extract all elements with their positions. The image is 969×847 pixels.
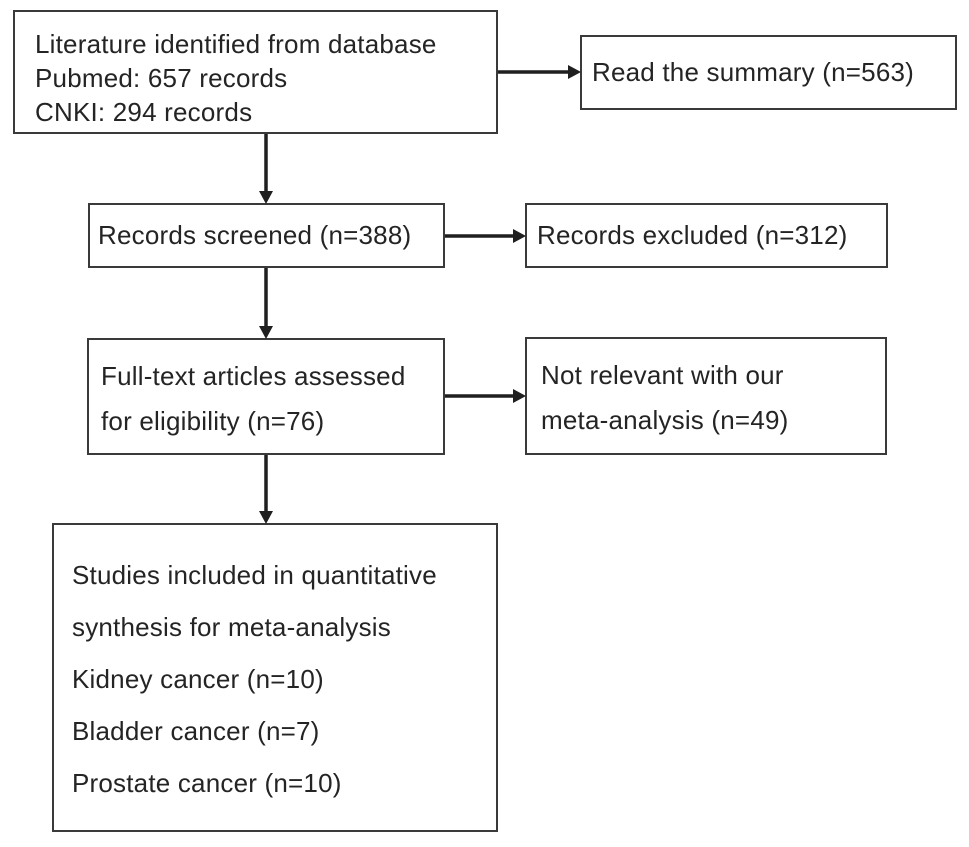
fulltext-line-2: for eligibility (n=76) xyxy=(101,406,325,436)
box-literature-identified: Literature identified from database Pubm… xyxy=(13,10,498,134)
fulltext-line-1: Full-text articles assessed xyxy=(101,361,406,391)
literature-line-2: Pubmed: 657 records xyxy=(35,63,288,93)
box-read-summary: Read the summary (n=563) xyxy=(580,35,957,110)
box-fulltext-assessed: Full-text articles assessed for eligibil… xyxy=(87,338,445,455)
literature-line-3: CNKI: 294 records xyxy=(35,97,253,127)
records-excluded-text: Records excluded (n=312) xyxy=(537,220,848,250)
box-records-excluded: Records excluded (n=312) xyxy=(525,203,888,268)
arrow-literature-to-records-screened xyxy=(259,134,273,204)
box-studies-included: Studies included in quantitative synthes… xyxy=(52,523,498,832)
not-relevant-line-2: meta-analysis (n=49) xyxy=(541,405,789,435)
records-screened-text: Records screened (n=388) xyxy=(98,220,412,250)
included-line-5: Prostate cancer (n=10) xyxy=(72,768,342,798)
arrow-fulltext-to-not-relevant xyxy=(445,389,526,403)
arrow-records-screened-to-records-excluded xyxy=(445,229,526,243)
included-line-2: synthesis for meta-analysis xyxy=(72,612,391,642)
arrow-records-screened-to-fulltext xyxy=(259,268,273,339)
box-not-relevant: Not relevant with our meta-analysis (n=4… xyxy=(525,337,887,455)
literature-line-1: Literature identified from database xyxy=(35,29,437,59)
included-line-4: Bladder cancer (n=7) xyxy=(72,716,320,746)
not-relevant-line-1: Not relevant with our xyxy=(541,360,784,390)
included-line-3: Kidney cancer (n=10) xyxy=(72,664,324,694)
arrow-literature-to-read-summary xyxy=(498,65,581,79)
box-records-screened: Records screened (n=388) xyxy=(88,203,445,268)
read-summary-text: Read the summary (n=563) xyxy=(592,57,915,87)
arrow-fulltext-to-included xyxy=(259,455,273,524)
included-line-1: Studies included in quantitative xyxy=(72,560,437,590)
